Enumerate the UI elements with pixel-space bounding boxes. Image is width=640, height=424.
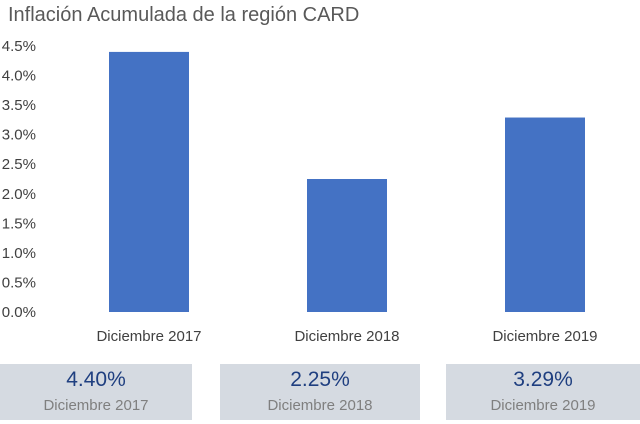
y-tick-label: 0.0% <box>2 304 36 321</box>
summary-card-2018: 2.25% Diciembre 2018 <box>220 364 420 420</box>
y-tick-label: 2.0% <box>2 186 36 203</box>
y-tick-label: 4.5% <box>2 38 36 55</box>
x-tick-label: Diciembre 2018 <box>294 328 399 345</box>
summary-label: Diciembre 2019 <box>490 397 596 414</box>
y-tick-label: 2.5% <box>2 156 36 173</box>
summary-value: 2.25% <box>290 368 350 391</box>
summary-value: 3.29% <box>513 368 573 391</box>
x-axis: Diciembre 2017 Diciembre 2018 Diciembre 20… <box>96 328 597 345</box>
bar <box>307 179 387 312</box>
summary-value: 4.40% <box>66 368 126 391</box>
y-tick-label: 1.0% <box>2 245 36 262</box>
y-tick-label: 1.5% <box>2 215 36 232</box>
y-tick-label: 0.5% <box>2 274 36 291</box>
y-tick-label: 4.0% <box>2 68 36 85</box>
chart-title: Inflación Acumulada de la región CARD <box>8 4 360 26</box>
x-tick-label: Diciembre 2019 <box>492 328 597 345</box>
bar-chart: 0.0% 0.5% 1.0% 1.5% 2.0% 2.5% 3.0% 3.5% 4.0% 4.5%… <box>2 38 598 345</box>
y-tick-label: 3.5% <box>2 97 36 114</box>
y-tick-label: 3.0% <box>2 127 36 144</box>
summary-label: Diciembre 2017 <box>43 397 149 414</box>
summary-card-2017: 4.40% Diciembre 2017 <box>0 364 192 420</box>
y-axis: 0.0% 0.5% 1.0% 1.5% 2.0% 2.5% 3.0% 3.5% 4.0% 4.5% <box>2 38 36 321</box>
summary-card-2019: 3.29% Diciembre 2019 <box>446 364 640 420</box>
x-tick-label: Diciembre 2017 <box>96 328 201 345</box>
bar <box>109 51 189 313</box>
summary-label: Diciembre 2018 <box>267 397 373 414</box>
bar <box>505 117 585 312</box>
bars <box>109 51 585 313</box>
